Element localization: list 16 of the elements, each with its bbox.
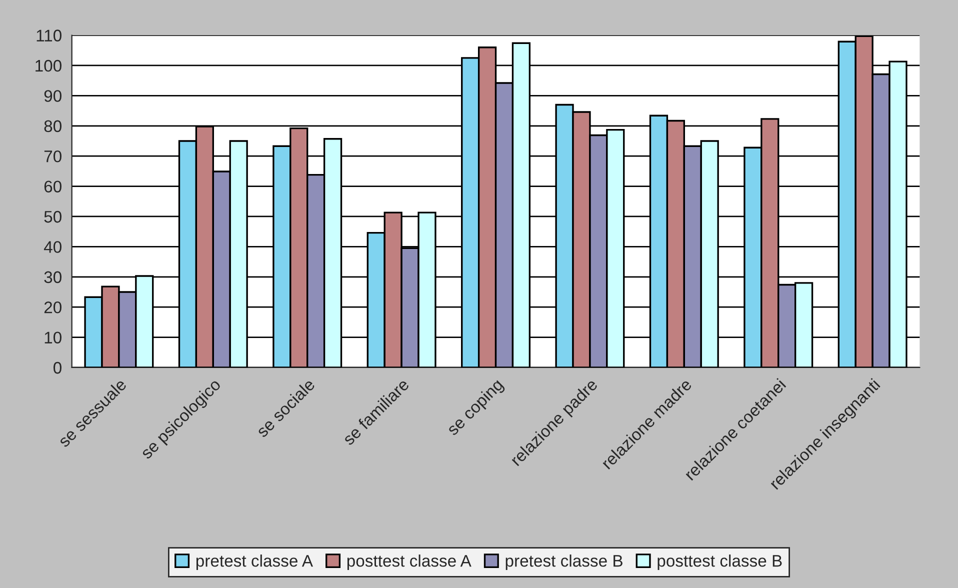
y-tick-label: 60 (44, 180, 62, 192)
legend-label: pretest classe A (196, 554, 313, 570)
legend-label: posttest classe A (347, 554, 472, 570)
y-tick-label: 30 (44, 271, 62, 284)
y-tick-label: 0 (54, 362, 62, 374)
y-tick-label: 50 (44, 210, 62, 223)
y-tick-label: 90 (44, 90, 62, 102)
y-tick-label: 80 (44, 120, 62, 132)
y-tick-label: 70 (44, 150, 62, 162)
y-tick-label: 100 (36, 60, 62, 72)
y-tick-label: 20 (44, 301, 62, 314)
y-tick-label: 10 (44, 332, 62, 344)
y-tick-label: 40 (44, 241, 62, 253)
y-tick-label: 110 (36, 30, 62, 42)
legend-label: posttest classe B (658, 554, 782, 570)
legend-label: pretest classe B (506, 554, 622, 570)
